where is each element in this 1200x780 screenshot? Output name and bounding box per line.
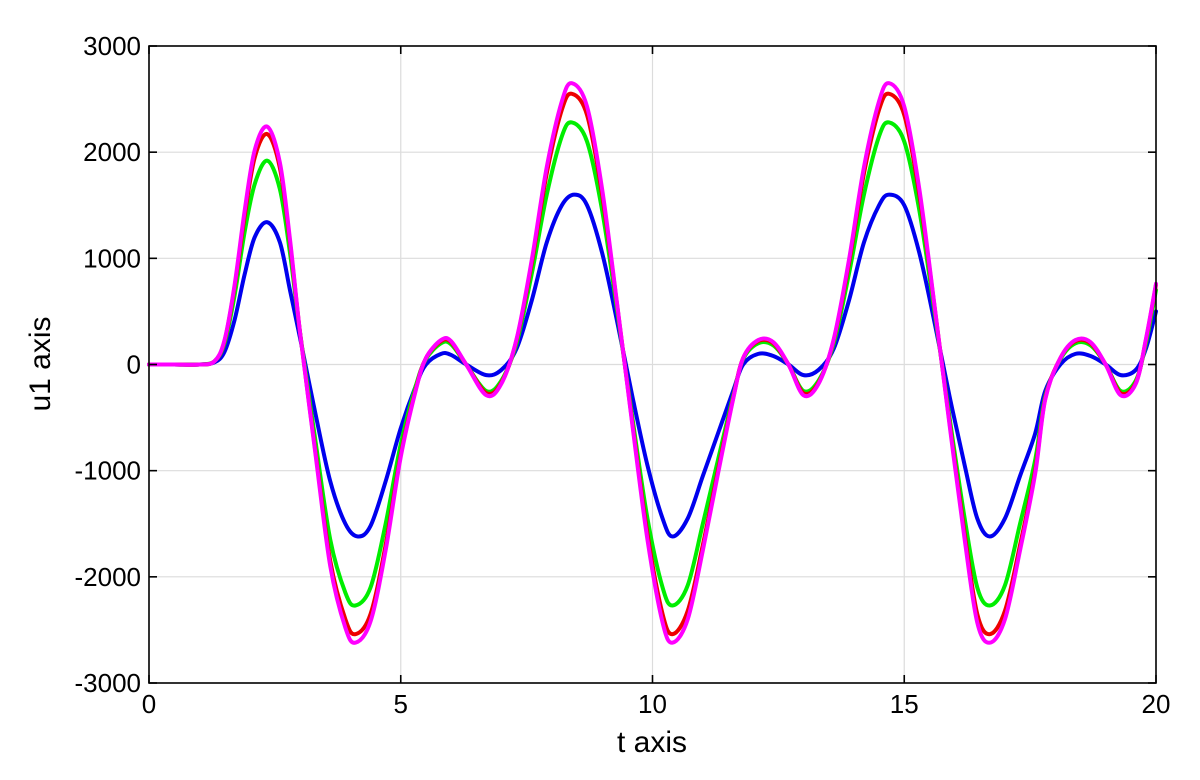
x-tick-labels: 0 5 10 15 20 (142, 689, 1171, 719)
axis-ticks (148, 45, 1157, 684)
x-tick-label: 0 (142, 689, 156, 719)
y-tick-label: 0 (127, 350, 141, 380)
y-tick-label: 2000 (83, 137, 141, 167)
x-tick-label: 10 (638, 689, 667, 719)
x-tick-label: 15 (890, 689, 919, 719)
y-tick-label: 1000 (83, 243, 141, 273)
y-tick-labels: -3000 -2000 -1000 0 1000 2000 3000 (75, 31, 142, 698)
y-tick-label: 3000 (83, 31, 141, 61)
y-tick-label: -2000 (75, 562, 142, 592)
series-line-4 (147, 81, 1158, 645)
x-tick-label: 20 (1142, 689, 1171, 719)
x-axis-label: t axis (617, 726, 687, 759)
series-group (147, 81, 1158, 645)
x-tick-label: 5 (394, 689, 408, 719)
y-tick-label: -3000 (75, 668, 142, 698)
y-tick-label: -1000 (75, 456, 142, 486)
y-axis-label: u1 axis (24, 316, 57, 411)
series-line-1 (147, 192, 1158, 539)
